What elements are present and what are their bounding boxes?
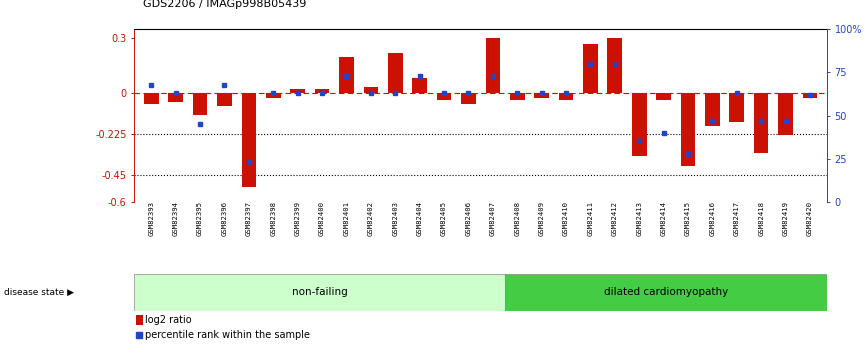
Text: dilated cardiomyopathy: dilated cardiomyopathy — [604, 287, 728, 297]
Text: GSM82396: GSM82396 — [222, 201, 228, 236]
Bar — [559, 93, 573, 100]
Text: GSM82401: GSM82401 — [344, 201, 350, 236]
Bar — [217, 93, 232, 106]
Text: GDS2206 / IMAGp998B05439: GDS2206 / IMAGp998B05439 — [143, 0, 307, 9]
Text: GSM82407: GSM82407 — [490, 201, 496, 236]
Text: GSM82402: GSM82402 — [368, 201, 374, 236]
Bar — [486, 38, 501, 93]
Text: GSM82417: GSM82417 — [734, 201, 740, 236]
Bar — [632, 93, 647, 156]
Bar — [134, 274, 506, 310]
Bar — [461, 93, 475, 104]
Text: GSM82397: GSM82397 — [246, 201, 252, 236]
Text: GSM82403: GSM82403 — [392, 201, 398, 236]
Bar — [168, 93, 183, 102]
Bar — [729, 93, 744, 122]
Bar — [681, 93, 695, 166]
Bar — [364, 87, 378, 93]
Text: GSM82404: GSM82404 — [417, 201, 423, 236]
Text: disease state ▶: disease state ▶ — [4, 288, 74, 297]
Text: non-failing: non-failing — [292, 287, 347, 297]
Text: GSM82406: GSM82406 — [465, 201, 471, 236]
Text: GSM82395: GSM82395 — [197, 201, 204, 236]
Bar — [339, 57, 354, 93]
Bar — [242, 93, 256, 187]
Bar — [314, 89, 329, 93]
Text: GSM82414: GSM82414 — [661, 201, 667, 236]
Bar — [656, 93, 671, 100]
Text: GSM82405: GSM82405 — [441, 201, 447, 236]
Bar — [607, 38, 622, 93]
Text: GSM82399: GSM82399 — [294, 201, 301, 236]
Bar — [136, 315, 143, 325]
Bar — [290, 89, 305, 93]
Bar — [266, 93, 281, 98]
Bar — [388, 53, 403, 93]
Text: GSM82393: GSM82393 — [148, 201, 154, 236]
Text: GSM82418: GSM82418 — [758, 201, 764, 236]
Text: GSM82412: GSM82412 — [611, 201, 617, 236]
Bar — [506, 274, 827, 310]
Text: GSM82408: GSM82408 — [514, 201, 520, 236]
Text: GSM82420: GSM82420 — [807, 201, 813, 236]
Bar — [583, 44, 598, 93]
Bar — [803, 93, 818, 98]
Text: GSM82394: GSM82394 — [172, 201, 178, 236]
Text: GSM82398: GSM82398 — [270, 201, 276, 236]
Bar — [705, 93, 720, 126]
Text: GSM82410: GSM82410 — [563, 201, 569, 236]
Bar — [193, 93, 208, 115]
Bar — [779, 93, 793, 135]
Text: GSM82411: GSM82411 — [587, 201, 593, 236]
Bar — [436, 93, 451, 100]
Text: GSM82413: GSM82413 — [637, 201, 643, 236]
Text: log2 ratio: log2 ratio — [145, 315, 192, 325]
Text: GSM82416: GSM82416 — [709, 201, 715, 236]
Bar — [412, 78, 427, 93]
Text: GSM82415: GSM82415 — [685, 201, 691, 236]
Text: percentile rank within the sample: percentile rank within the sample — [145, 330, 310, 340]
Bar — [510, 93, 525, 100]
Text: GSM82400: GSM82400 — [319, 201, 325, 236]
Bar — [534, 93, 549, 98]
Bar — [753, 93, 768, 153]
Bar — [144, 93, 158, 104]
Text: GSM82409: GSM82409 — [539, 201, 545, 236]
Text: GSM82419: GSM82419 — [783, 201, 789, 236]
